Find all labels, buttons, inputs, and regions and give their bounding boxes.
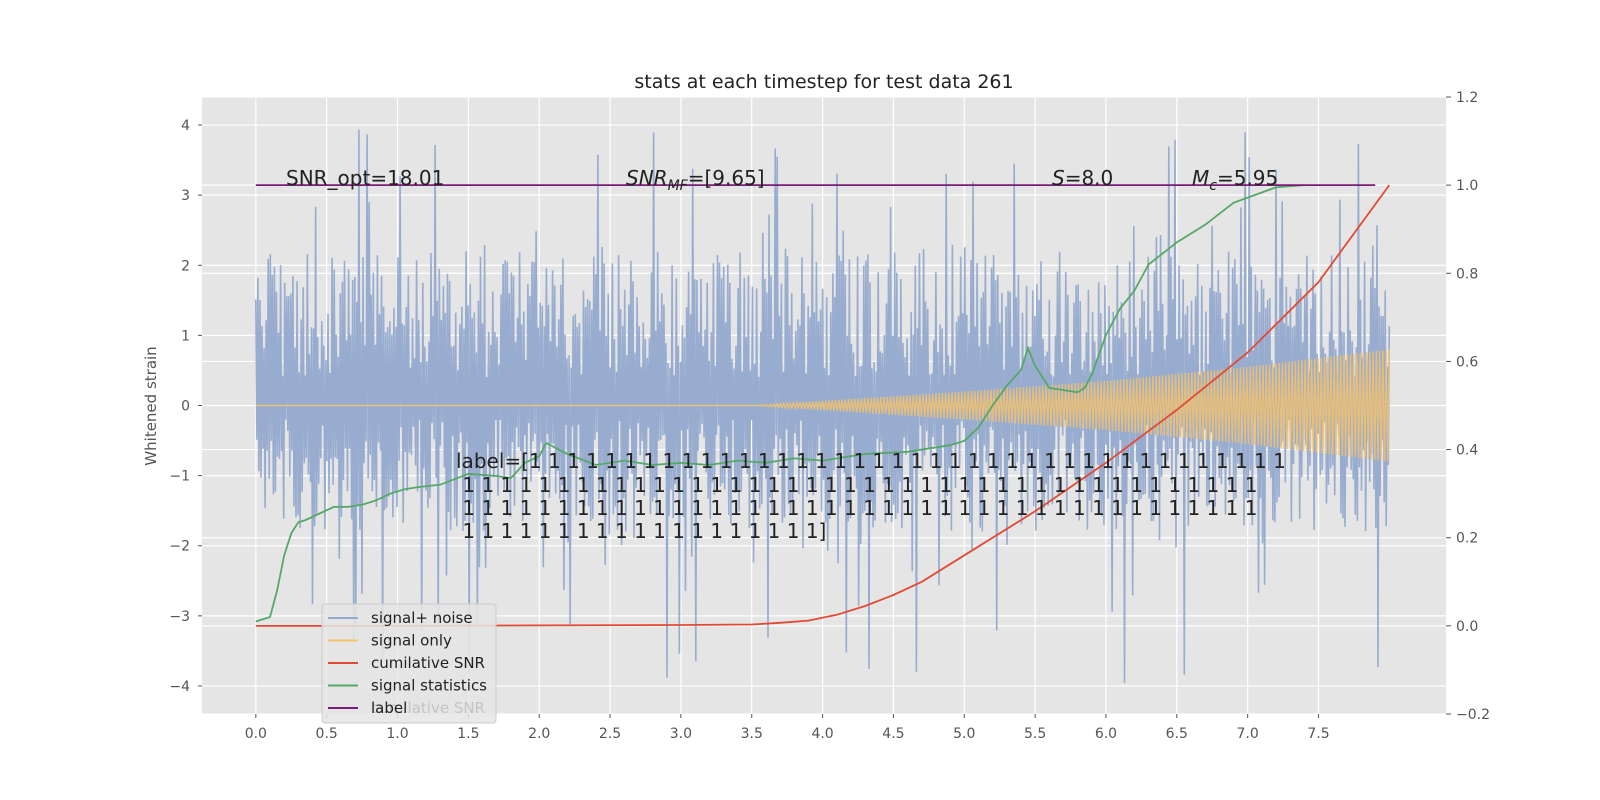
- snr-opt-annotation: SNR_opt=18.01: [286, 166, 444, 190]
- legend-label: label: [371, 699, 407, 717]
- x-tick-label: 1.0: [386, 726, 408, 742]
- snr-mf-subscript: MF: [668, 178, 689, 194]
- y-axis-label: Whitened strain: [142, 346, 160, 465]
- y-tick-label: −3: [169, 609, 190, 625]
- snr-mf-annotation: SNRMF=[9.65]: [626, 166, 765, 194]
- x-tick-label: 5.5: [1024, 726, 1046, 742]
- series-signal-statistics: [255, 184, 1305, 623]
- series-cumulative-snr: [255, 184, 1391, 627]
- legend: cumilative SNR signal+ noise signal only c…: [321, 603, 497, 724]
- snr-mf-symbol: SNR: [626, 166, 668, 190]
- y-tick-label: −4: [169, 679, 190, 695]
- series-signal-only: [255, 349, 1390, 462]
- y-tick-label: 1: [181, 328, 190, 344]
- legend-label: signal statistics: [371, 677, 487, 695]
- y-tick-label: −2: [169, 539, 190, 555]
- y-tick-label: −1: [169, 469, 190, 485]
- y-tick-label: 3: [181, 188, 190, 204]
- axes: 0.0 0.5 1.0 1.5 2.0 2.5 3.0 3.5 4.0 4.5 5.0 5.5 6.0 6…: [169, 90, 1490, 742]
- x-tick-label: 7.5: [1307, 726, 1329, 742]
- label-array-line-2: 1 1 1 1 1 1 1 1 1 1 1 1 1 1 1 1 1 1 1 1 …: [456, 473, 1257, 497]
- x-tick-label: 4.0: [811, 726, 833, 742]
- mc-subscript: c: [1209, 178, 1217, 194]
- annotation-layer: SNR_opt=18.01 SNRMF=[9.65] S=8.0 Mc=5.95…: [286, 166, 1286, 543]
- x-tick-label: 7.0: [1237, 726, 1259, 742]
- y-tick-label: 0: [181, 399, 190, 415]
- x-tick-label: 5.0: [953, 726, 975, 742]
- y2-tick-label: 0.6: [1456, 354, 1478, 370]
- mc-annotation: Mc=5.95: [1192, 166, 1278, 194]
- y2-tick-label: 0.2: [1456, 531, 1478, 547]
- s-value: =8.0: [1065, 166, 1114, 190]
- x-tick-label: 3.5: [741, 726, 763, 742]
- legend-label: signal only: [371, 632, 452, 650]
- x-tick-label: 3.0: [670, 726, 692, 742]
- plot-area: [255, 129, 1391, 683]
- y2-tick-label: 0.4: [1456, 443, 1478, 459]
- y2-tick-label: 1.0: [1456, 178, 1478, 194]
- legend-label: signal+ noise: [371, 609, 473, 627]
- y-tick-label: 2: [181, 258, 190, 274]
- x-tick-label: 1.5: [457, 726, 479, 742]
- mc-value: =5.95: [1217, 166, 1278, 190]
- label-array-line-3: 1 1 1 1 1 1 1 1 1 1 1 1 1 1 1 1 1 1 1 1 …: [456, 496, 1257, 520]
- x-tick-label: 6.5: [1166, 726, 1188, 742]
- y-tick-label: 4: [181, 118, 190, 134]
- label-array-line-4: 1 1 1 1 1 1 1 1 1 1 1 1 1 1 1 1 1 1 1]: [456, 519, 826, 543]
- s-symbol: S: [1052, 166, 1065, 190]
- x-tick-label: 0.0: [245, 726, 267, 742]
- legend-box: [321, 603, 497, 724]
- x-tick-label: 0.5: [316, 726, 338, 742]
- snr-mf-value: =[9.65]: [688, 166, 765, 190]
- y2-tick-label: 1.2: [1456, 90, 1478, 106]
- legend-ghost-text: cumilative SNR: [371, 699, 485, 717]
- chart-title: stats at each timestep for test data 261: [634, 71, 1013, 93]
- x-tick-label: 2.0: [528, 726, 550, 742]
- x-tick-label: 6.0: [1095, 726, 1117, 742]
- y2-tick-label: 0.8: [1456, 266, 1478, 282]
- y2-tick-label: 0.0: [1456, 619, 1478, 635]
- label-array-line-1: label=[1 1 1 1 1 1 1 1 1 1 1 1 1 1 1 1 1…: [456, 449, 1286, 473]
- x-tick-label: 2.5: [599, 726, 621, 742]
- mc-symbol: M: [1192, 166, 1209, 190]
- y2-tick-label: −0.2: [1456, 707, 1490, 723]
- x-tick-label: 4.5: [882, 726, 904, 742]
- s-annotation: S=8.0: [1052, 166, 1113, 190]
- legend-label: cumilative SNR: [371, 654, 485, 672]
